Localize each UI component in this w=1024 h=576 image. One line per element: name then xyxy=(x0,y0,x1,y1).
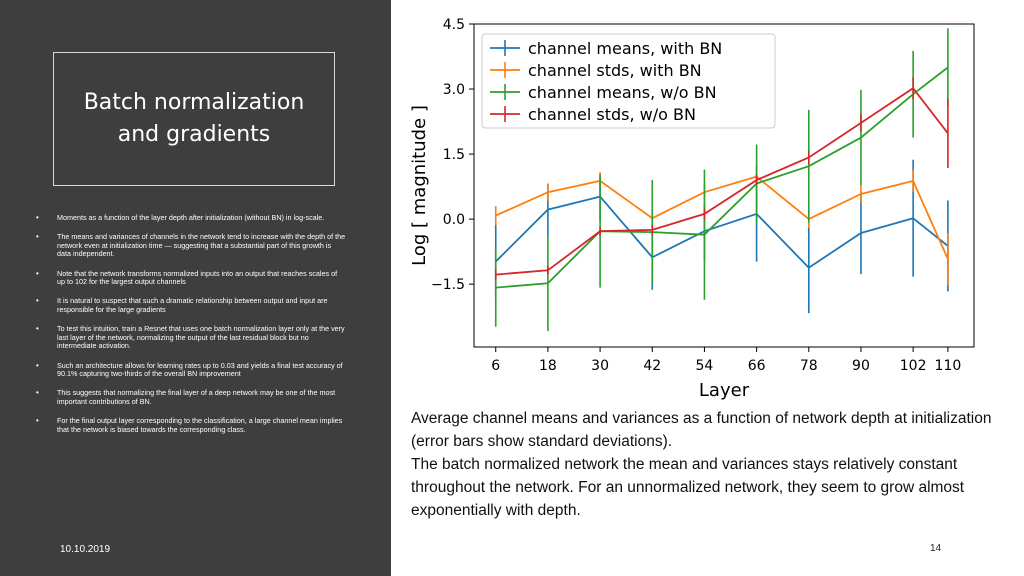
legend-label: channel stds, w/o BN xyxy=(528,105,696,124)
x-axis-label: Layer xyxy=(699,380,750,400)
x-tick-label: 90 xyxy=(852,358,870,374)
y-tick-label: −1.5 xyxy=(431,277,465,293)
series-line xyxy=(495,66,949,289)
x-tick-label: 30 xyxy=(591,358,609,374)
x-tick-label: 18 xyxy=(539,358,557,374)
caption-line-2: The batch normalized network the mean an… xyxy=(411,456,965,519)
y-tick-label: 0.0 xyxy=(443,212,465,228)
x-tick-label: 78 xyxy=(800,358,818,374)
y-axis-label: Log [ magnitude ] xyxy=(409,105,430,266)
bullet-dot-icon: • xyxy=(36,388,39,398)
bullet-dot-icon: • xyxy=(36,213,39,222)
bullet-item: • Such an architecture allows for learnin… xyxy=(36,360,343,379)
bullet-dot-icon: • xyxy=(36,324,39,334)
series-line xyxy=(495,195,949,269)
legend-label: channel means, with BN xyxy=(528,39,722,58)
page-number: 14 xyxy=(930,543,942,554)
series-line xyxy=(495,86,949,276)
bullet-item: • Moments as a function of the layer dept… xyxy=(36,213,325,222)
caption-line-1: Average channel means and variances as a… xyxy=(411,410,992,450)
legend-box xyxy=(481,33,776,129)
bullet-dot-icon: • xyxy=(36,232,39,242)
bullet-item: • To test this intuition, train a Resnet … xyxy=(36,324,345,351)
bullet-item: • This suggests that normalizing the fina… xyxy=(36,388,336,406)
legend-label: channel stds, with BN xyxy=(528,61,702,80)
x-tick-label: 66 xyxy=(748,358,766,374)
x-tick-label: 6 xyxy=(491,358,500,374)
y-tick-label: 3.0 xyxy=(443,82,465,98)
plot-frame xyxy=(473,23,975,348)
bullet-item: • It is natural to suspect that such a dr… xyxy=(36,296,328,314)
bullet-item: • For the final output layer correspondin… xyxy=(36,416,343,434)
x-tick-label: 110 xyxy=(935,358,962,374)
bullet-dot-icon: • xyxy=(36,416,39,426)
chart: 4.5 3.0 1.5 0.0 −1.5 6 18 30 42 54 66 78 90 102 110 Lay… xyxy=(409,17,975,400)
figure-caption: Average channel means and variances as a… xyxy=(411,407,1011,522)
x-tick-label: 102 xyxy=(900,358,927,374)
bullet-item: • The means and variances of channels in … xyxy=(36,232,346,259)
y-tick-label: 1.5 xyxy=(443,147,465,163)
bullet-list: • Moments as a function of the layer dept… xyxy=(36,213,346,445)
slide-date: 10.10.2019 xyxy=(60,544,111,555)
bullet-dot-icon: • xyxy=(36,296,39,306)
x-tick-label: 54 xyxy=(696,358,714,374)
title-box: Batch normalization and gradients xyxy=(53,52,335,186)
bullet-dot-icon: • xyxy=(36,268,39,278)
legend-label: channel means, w/o BN xyxy=(528,83,717,102)
series-line xyxy=(495,175,949,260)
y-tick-label: 4.5 xyxy=(443,17,465,33)
slide-title: Batch normalization and gradients xyxy=(83,90,305,147)
x-tick-label: 42 xyxy=(643,358,661,374)
bullet-item: • Note that the network transforms normal… xyxy=(36,268,338,287)
left-panel: Batch normalization and gradients • Momen… xyxy=(0,0,391,576)
bullet-dot-icon: • xyxy=(36,360,39,370)
